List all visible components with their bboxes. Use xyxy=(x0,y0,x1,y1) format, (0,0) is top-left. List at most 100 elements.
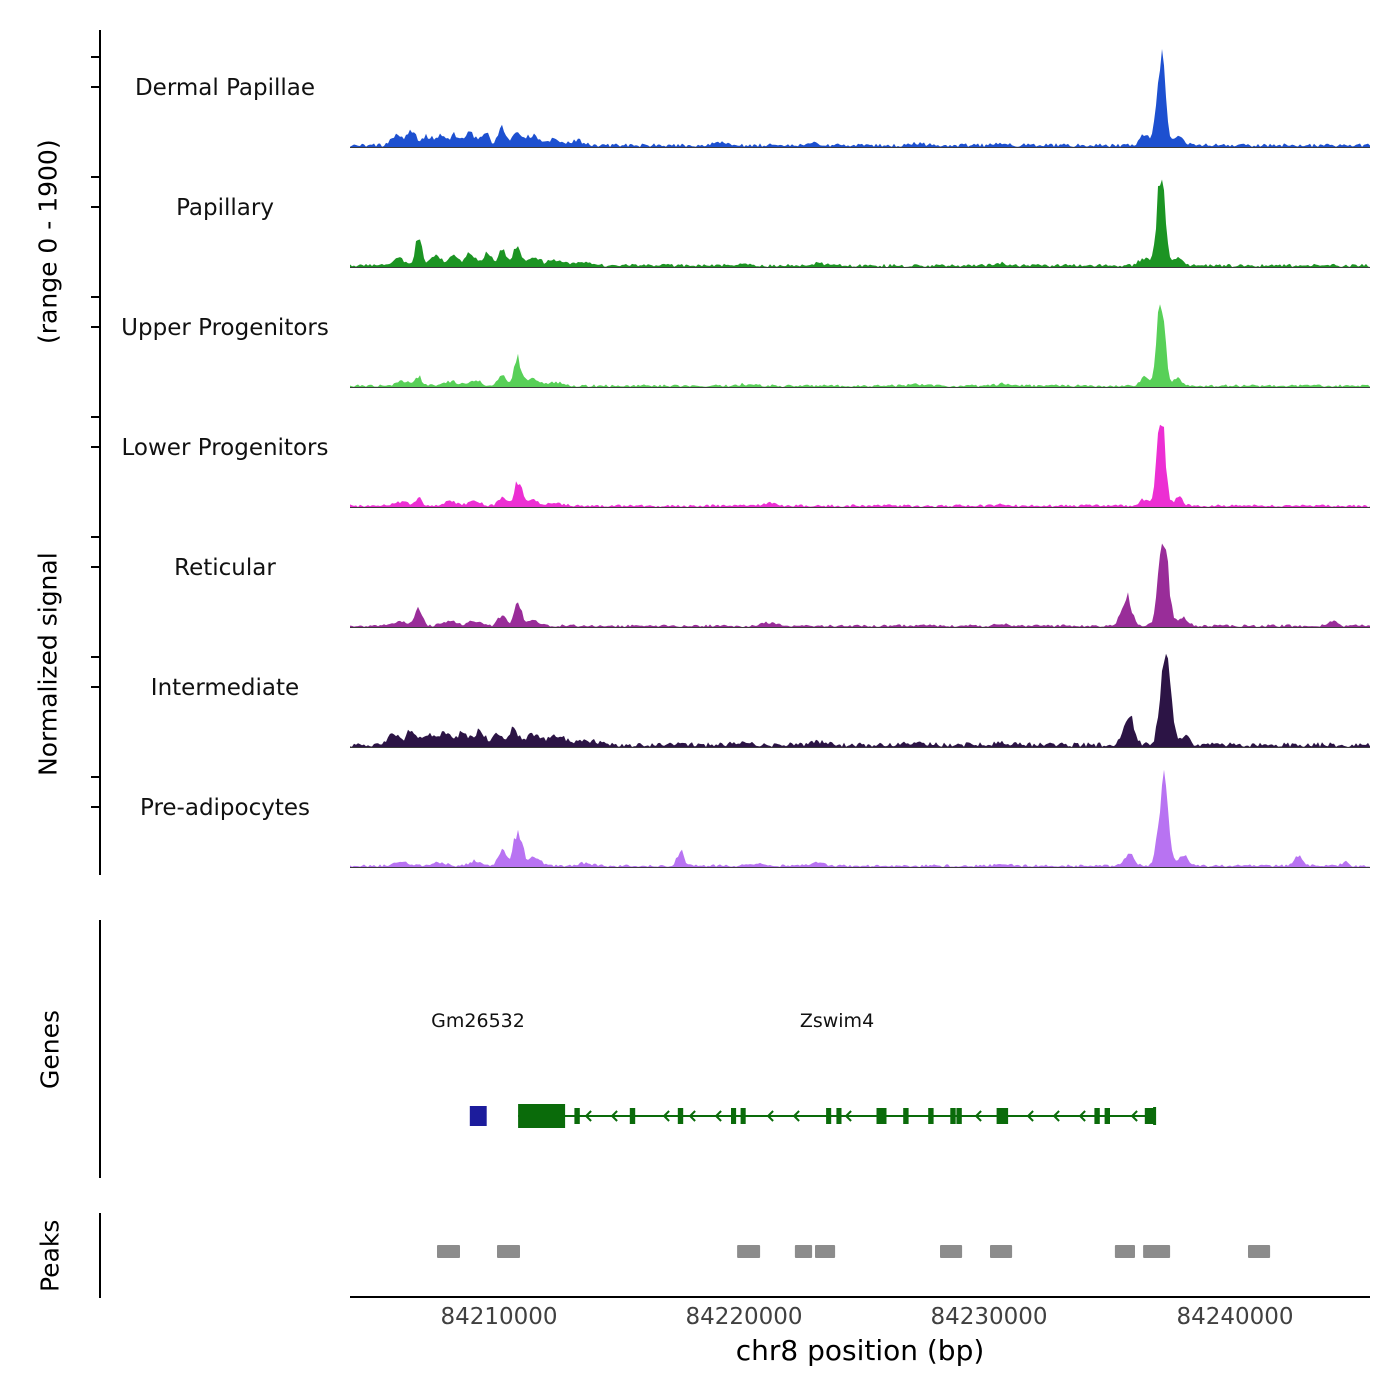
peak-interval xyxy=(1114,1245,1135,1258)
gene-exon xyxy=(928,1108,934,1124)
x-axis-tick-label: 84220000 xyxy=(685,1304,803,1330)
track-label: Pre-adipocytes xyxy=(139,795,311,821)
gene-exon xyxy=(731,1108,737,1124)
peak-interval xyxy=(497,1245,520,1258)
gene-end-marker xyxy=(1153,1107,1157,1125)
peak-interval xyxy=(990,1245,1013,1258)
peak-interval xyxy=(1248,1245,1271,1258)
y-axis-tick xyxy=(91,86,100,88)
strand-arrow-icon xyxy=(766,1110,774,1122)
signal-area xyxy=(350,304,1370,387)
gene-box xyxy=(469,1106,487,1126)
strand-arrow-icon xyxy=(1026,1110,1034,1122)
signal-area xyxy=(350,424,1370,507)
strand-arrow-icon xyxy=(1130,1110,1138,1122)
signal-y-axis-line xyxy=(99,30,101,875)
gene-exon xyxy=(903,1108,909,1124)
peak-interval xyxy=(437,1245,460,1258)
signal-area xyxy=(350,179,1370,267)
y-axis-tick xyxy=(91,326,100,328)
track-label: Intermediate xyxy=(150,675,300,701)
track-signal-plot xyxy=(350,179,1370,268)
signal-track-row: Lower Progenitors xyxy=(0,388,1400,508)
y-axis-tick xyxy=(91,536,100,538)
signal-track-row: Intermediate xyxy=(0,628,1400,748)
signal-area xyxy=(350,769,1370,867)
signal-area xyxy=(350,49,1370,147)
y-axis-tick xyxy=(91,686,100,688)
peaks-glyphs xyxy=(437,1245,1271,1258)
peak-interval xyxy=(737,1245,761,1258)
strand-arrow-icon xyxy=(844,1110,852,1122)
y-axis-tick xyxy=(91,566,100,568)
genes-section-label: Genes xyxy=(35,1009,65,1089)
gene-exon xyxy=(518,1104,566,1128)
y-axis-tick xyxy=(91,416,100,418)
track-label: Reticular xyxy=(174,555,276,581)
strand-arrow-icon xyxy=(1078,1110,1086,1122)
gene-exon xyxy=(1094,1108,1100,1124)
signal-track-row: Dermal Papillae xyxy=(0,28,1400,148)
track-signal-plot xyxy=(350,424,1370,508)
x-axis-title: chr8 position (bp) xyxy=(735,1334,985,1367)
gene-exon xyxy=(740,1108,746,1124)
genes-axis-line xyxy=(99,920,101,1178)
strand-arrow-icon xyxy=(1052,1110,1060,1122)
x-axis-line xyxy=(350,1296,1370,1298)
gene-exon xyxy=(574,1108,580,1124)
y-axis-tick xyxy=(91,806,100,808)
track-label: Lower Progenitors xyxy=(121,435,329,461)
y-axis-tick xyxy=(91,206,100,208)
signal-track-row: Upper Progenitors xyxy=(0,268,1400,388)
strand-arrow-icon xyxy=(792,1110,800,1122)
x-axis-tick-label: 84210000 xyxy=(440,1304,558,1330)
peak-interval xyxy=(940,1245,963,1258)
track-label: Upper Progenitors xyxy=(121,315,329,341)
peaks-section-label: Peaks xyxy=(35,1219,65,1292)
signal-track-row: Papillary xyxy=(0,148,1400,268)
gene-exon xyxy=(836,1108,842,1124)
strand-arrow-icon xyxy=(584,1110,592,1122)
gene-exon xyxy=(950,1108,956,1124)
y-axis-tick xyxy=(91,296,100,298)
y-axis-tick xyxy=(91,656,100,658)
gene-exon xyxy=(996,1108,1009,1124)
strand-arrow-icon xyxy=(688,1110,696,1122)
signal-track-row: Reticular xyxy=(0,508,1400,628)
x-axis-tick-label: 84230000 xyxy=(930,1304,1048,1330)
strand-arrow-icon xyxy=(662,1110,670,1122)
track-signal-plot xyxy=(350,49,1370,148)
x-axis-tick-label: 84240000 xyxy=(1176,1304,1294,1330)
y-axis-tick xyxy=(91,446,100,448)
track-label: Papillary xyxy=(176,195,274,221)
gene-exon xyxy=(826,1108,832,1124)
track-label: Dermal Papillae xyxy=(134,75,316,101)
y-axis-tick xyxy=(91,776,100,778)
signal-area xyxy=(350,543,1370,627)
gene-name-label: Zswim4 xyxy=(799,1010,875,1032)
track-signal-plot xyxy=(350,304,1370,388)
y-axis-tick xyxy=(91,56,100,58)
strand-arrow-icon xyxy=(974,1110,982,1122)
strand-arrow-icon xyxy=(610,1110,618,1122)
gene-exon xyxy=(1104,1108,1110,1124)
genes-glyphs xyxy=(469,1104,1157,1128)
track-signal-plot xyxy=(350,543,1370,628)
gene-exon xyxy=(956,1108,962,1124)
gene-exon xyxy=(876,1108,887,1124)
peak-interval xyxy=(815,1245,836,1258)
signal-track-row: Pre-adipocytes xyxy=(0,748,1400,868)
signal-area xyxy=(350,653,1370,747)
gene-exon xyxy=(677,1108,684,1124)
track-signal-plot xyxy=(350,653,1370,748)
peak-interval xyxy=(794,1245,813,1258)
peak-interval xyxy=(1143,1245,1171,1258)
y-axis-tick xyxy=(91,176,100,178)
gene-exon xyxy=(1144,1108,1156,1124)
peaks-axis-line xyxy=(99,1213,101,1298)
strand-arrow-icon xyxy=(714,1110,722,1122)
track-signal-plot xyxy=(350,769,1370,868)
gene-name-label: Gm26532 xyxy=(431,1010,525,1032)
gene-exon xyxy=(629,1108,636,1124)
